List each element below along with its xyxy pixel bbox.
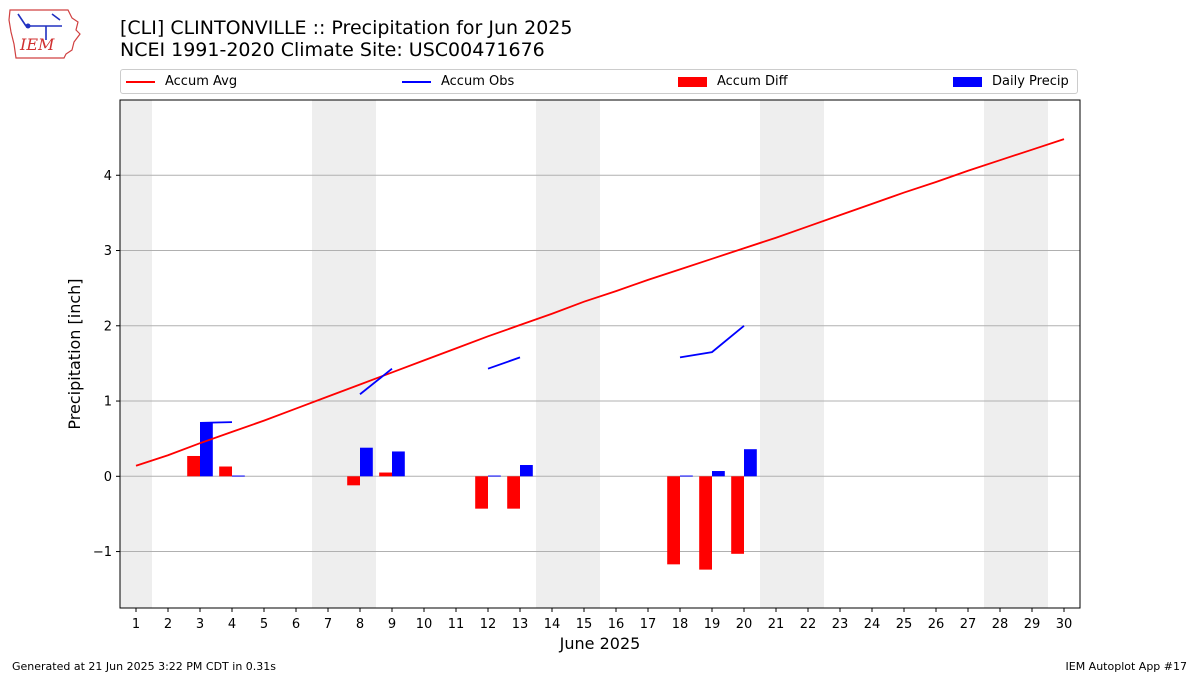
accum-obs-line-1 [199,421,233,424]
x-tick-label: 24 [864,617,881,632]
y-axis-label: Precipitation [inch] [65,278,84,429]
gridlines [120,174,1080,553]
footer-app: IEM Autoplot App #17 [1065,660,1188,673]
weekend-band-3 [536,100,600,608]
y-tick-label: −1 [93,545,112,560]
x-tick-label: 15 [576,617,593,632]
accum-diff-bar-9 [379,472,392,477]
x-tick-label: 18 [672,617,689,632]
x-tick-label: 26 [928,617,945,632]
x-tick-label: 27 [960,617,977,632]
weekend-band-5 [984,100,1048,608]
x-tick-label: 19 [704,617,721,632]
accum-obs-line-3 [487,356,521,370]
weekend-band-4 [760,100,824,608]
x-tick-label: 30 [1056,617,1073,632]
x-tick-label: 14 [544,617,561,632]
x-axis-label: June 2025 [559,634,641,653]
x-tick-label: 20 [736,617,753,632]
x-tick-label: 23 [832,617,849,632]
x-tick-label: 7 [324,617,332,632]
bars [187,422,757,570]
x-tick-label: 28 [992,617,1009,632]
logo-text: IEM [19,35,55,54]
legend-label-accum-diff: Accum Diff [717,74,788,89]
x-tick-label: 6 [292,617,300,632]
daily-precip-bar-18 [680,475,693,477]
accum-obs-line-2 [359,367,393,395]
weekend-shading [120,100,1048,608]
accum-diff-bar-12 [475,476,488,509]
daily-precip-bar-19 [712,471,725,477]
x-tick-label: 5 [260,617,268,632]
accum-diff-bar-19 [699,476,712,570]
legend-label-accum-avg: Accum Avg [165,74,238,89]
daily-precip-bar-3 [200,422,213,477]
lines [135,138,1065,467]
weather-tower-icon [17,13,62,40]
daily-precip-bar-20 [744,449,757,477]
legend-swatch-accum-avg [126,81,155,83]
accum-diff-bar-20 [731,476,744,554]
accum-diff-bar-13 [507,476,520,509]
chart-subtitle: NCEI 1991-2020 Climate Site: USC00471676 [120,39,545,61]
accum-diff-bar-3 [187,455,200,477]
x-tick-label: 22 [800,617,817,632]
weekend-band-1 [120,100,152,608]
plot-frame [119,99,1081,609]
legend-swatch-accum-diff [678,77,707,87]
legend-label-daily-precip: Daily Precip [992,74,1069,89]
x-tick-label: 2 [164,617,172,632]
x-tick-label: 8 [356,617,364,632]
iowa-outline-icon [8,9,81,59]
y-tick-label: 2 [104,319,112,334]
accum-diff-bar-4 [219,466,232,477]
weekend-band-2 [312,100,376,608]
y-tick-label: 3 [104,244,112,259]
x-tick-label: 17 [640,617,657,632]
x-tick-label: 12 [480,617,497,632]
x-tick-label: 25 [896,617,913,632]
legend-label-accum-obs: Accum Obs [441,74,515,89]
accum-diff-bar-18 [667,476,680,565]
x-tick-label: 1 [132,617,140,632]
chart-title: [CLI] CLINTONVILLE :: Precipitation for … [120,17,573,39]
legend-swatch-daily-precip [953,77,982,87]
iem-logo: IEM [8,9,81,59]
y-tick-label: 0 [104,470,112,485]
x-tick-label: 13 [512,617,529,632]
accum-diff-bar-8 [347,476,360,486]
legend: Accum Avg Accum Obs Accum Diff Daily Pre… [120,69,1078,94]
y-tick-label: 1 [104,395,112,410]
daily-precip-bar-13 [520,465,533,477]
x-tick-label: 11 [448,617,465,632]
x-tick-label: 21 [768,617,785,632]
y-tick-label: 4 [104,169,112,184]
x-tick-label: 3 [196,617,204,632]
footer-generated: Generated at 21 Jun 2025 3:22 PM CDT in … [12,660,277,673]
legend-swatch-accum-obs [402,81,431,83]
x-tick-label: 10 [416,617,433,632]
daily-precip-bar-9 [392,451,405,477]
accum-obs-line-4 [679,325,745,359]
daily-precip-bar-12 [488,475,501,477]
daily-precip-bar-8 [360,447,373,477]
accum-avg-line [135,138,1065,467]
x-tick-label: 9 [388,617,396,632]
x-tick-label: 4 [228,617,236,632]
x-tick-label: 29 [1024,617,1041,632]
daily-precip-bar-4 [232,475,245,477]
x-tick-label: 16 [608,617,625,632]
